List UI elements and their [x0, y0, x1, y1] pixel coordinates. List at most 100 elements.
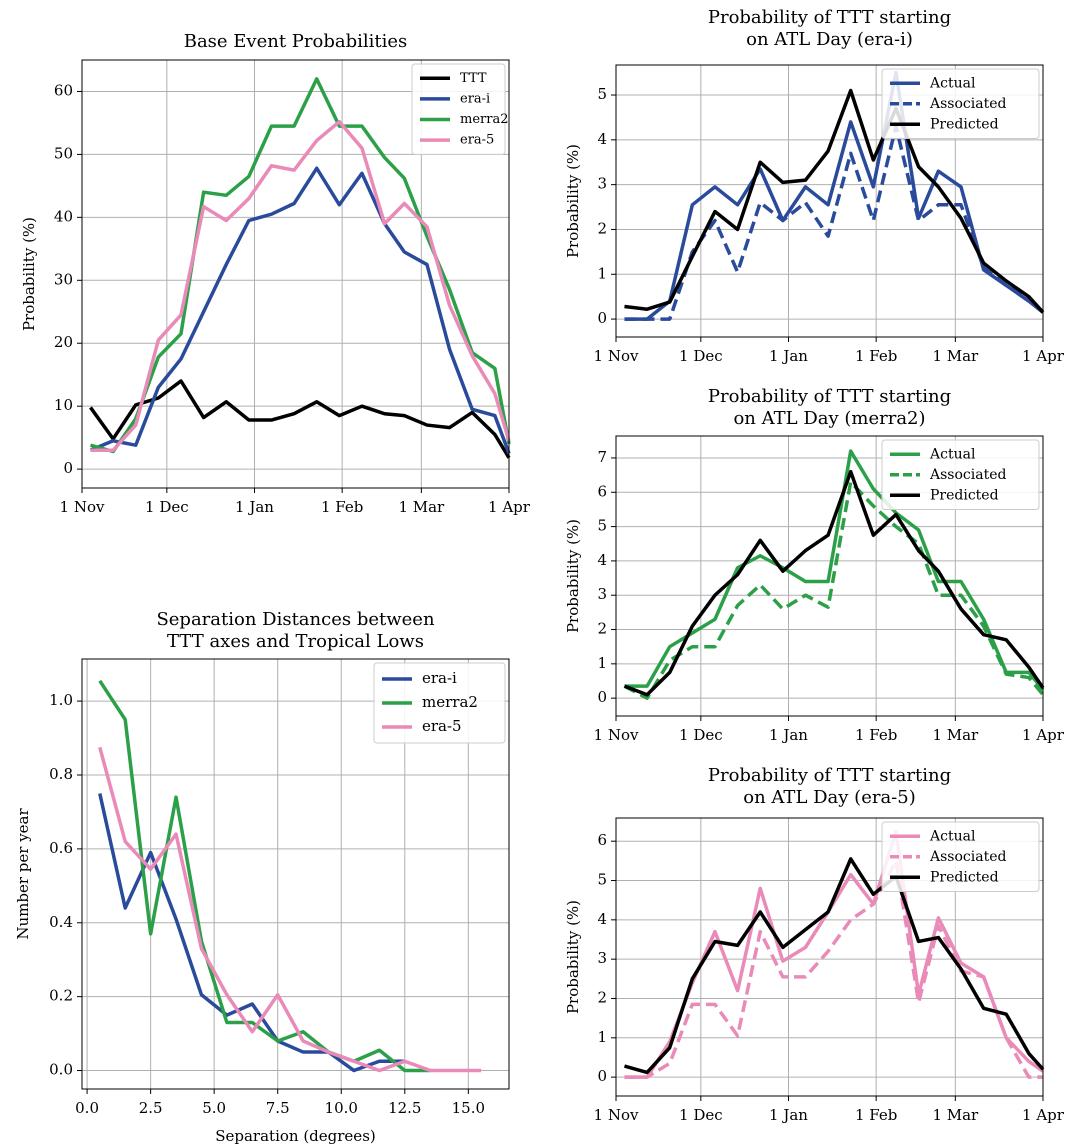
- y-tick-label: 30: [54, 270, 73, 288]
- x-tick-label: 1 Nov: [60, 498, 105, 516]
- x-tick-label: 1 Jan: [769, 726, 808, 744]
- axes-frame: [615, 435, 1044, 717]
- chart-title: Separation Distances between: [156, 609, 435, 630]
- series-line: [623, 469, 1045, 697]
- y-tick-label: 50: [54, 144, 73, 162]
- y-tick-label: 4: [597, 551, 607, 569]
- series-line: [624, 88, 1045, 314]
- x-tick-label: 1 Mar: [932, 1106, 979, 1124]
- x-tick-label: 1 Feb: [855, 347, 897, 365]
- legend: Actual Associated Predicted: [881, 68, 1040, 139]
- x-tick-label: 1 Nov: [594, 347, 639, 365]
- series-line: [98, 793, 405, 1073]
- series-line: [98, 679, 431, 1073]
- y-tick-label: 0: [63, 459, 73, 477]
- panel: 1 Nov 1 Dec 1 Jan 1 Feb 1 Mar 1 Apr 0 1 2 3 4 5 6 7 Pr…: [564, 386, 1065, 744]
- legend-label: era-5: [422, 717, 462, 735]
- x-tick-label: 1 Feb: [321, 498, 363, 516]
- legend-label: Predicted: [930, 869, 999, 885]
- series-line: [90, 119, 511, 452]
- y-tick-label: 2: [597, 988, 607, 1006]
- legend-label: Predicted: [930, 487, 999, 503]
- x-tick-label: 1 Feb: [855, 1106, 897, 1124]
- series-line: [624, 859, 1043, 1079]
- legend-label: merra2: [460, 112, 508, 127]
- chart-title: Probability of TTT starting: [708, 386, 951, 407]
- y-tick-label: 5: [597, 85, 607, 103]
- x-tick-label: 1 Nov: [594, 1106, 639, 1124]
- x-tick-label: 1 Apr: [1022, 347, 1065, 365]
- series-line: [624, 857, 1045, 1075]
- legend-box: [373, 662, 506, 744]
- x-tick-label: 1 Dec: [679, 1106, 723, 1124]
- y-tick-label: 0.4: [49, 913, 73, 931]
- series-line: [89, 166, 511, 454]
- y-tick-label: 20: [54, 333, 73, 351]
- y-tick-label: 10: [54, 396, 73, 414]
- y-tick-label: 0: [597, 309, 607, 327]
- y-tick-label: 1.0: [49, 691, 73, 709]
- legend-label: TTT: [460, 71, 487, 86]
- y-tick-label: 0.6: [49, 839, 73, 857]
- y-tick-label: 6: [597, 482, 607, 500]
- y-tick-label: 2: [597, 620, 607, 638]
- x-tick-label: 1 Apr: [488, 498, 531, 516]
- series-line: [98, 746, 482, 1073]
- y-tick-label: 7: [597, 448, 607, 466]
- legend-box: [881, 68, 1040, 139]
- chart-title: on ATL Day (merra2): [733, 408, 925, 429]
- x-tick-label: 1 Nov: [594, 726, 639, 744]
- y-tick-label: 3: [597, 175, 607, 193]
- x-tick-label: 5.0: [202, 1099, 226, 1117]
- x-tick-label: 1 Jan: [769, 1106, 808, 1124]
- axes-frame: [81, 59, 510, 489]
- legend: era-i merra2 era-5: [373, 662, 506, 744]
- series-line: [624, 449, 1045, 691]
- legend-label: Associated: [929, 467, 1006, 483]
- legend-label: merra2: [422, 693, 478, 711]
- y-tick-label: 0: [597, 1067, 607, 1085]
- x-tick-label: 1 Mar: [932, 347, 979, 365]
- x-tick-label: 2.5: [139, 1099, 163, 1117]
- series-line: [90, 77, 511, 454]
- chart-title: Base Event Probabilities: [184, 31, 408, 52]
- series-line: [89, 379, 511, 459]
- y-axis-label: Probability (%): [20, 217, 38, 331]
- y-tick-label: 60: [54, 81, 73, 99]
- x-tick-label: 7.5: [266, 1099, 290, 1117]
- legend-label: Predicted: [930, 116, 999, 132]
- chart-title: Probability of TTT starting: [708, 7, 951, 28]
- y-tick-label: 1: [597, 264, 607, 282]
- y-tick-label: 4: [597, 130, 607, 148]
- x-tick-label: 1 Dec: [679, 347, 723, 365]
- y-tick-label: 6: [597, 831, 607, 849]
- y-tick-label: 3: [597, 949, 607, 967]
- y-tick-label: 5: [597, 871, 607, 889]
- y-axis-label: Probability (%): [564, 900, 582, 1014]
- y-tick-label: 3: [597, 585, 607, 603]
- legend: TTT era-i merra2 era-5: [411, 63, 508, 155]
- y-tick-label: 1: [597, 654, 607, 672]
- y-tick-label: 0.0: [49, 1061, 73, 1079]
- x-tick-label: 0.0: [75, 1099, 99, 1117]
- legend-label: era-i: [460, 91, 490, 106]
- x-tick-label: 1 Apr: [1022, 1106, 1065, 1124]
- axes-frame: [615, 817, 1044, 1097]
- x-tick-label: 1 Mar: [932, 726, 979, 744]
- x-tick-label: 10.0: [325, 1099, 358, 1117]
- y-tick-label: 4: [597, 910, 607, 928]
- x-tick-label: 1 Mar: [398, 498, 445, 516]
- x-tick-label: 1 Apr: [1022, 726, 1065, 744]
- y-axis-label: Probability (%): [564, 144, 582, 258]
- y-tick-label: 0.8: [49, 765, 73, 783]
- x-tick-label: 1 Feb: [855, 726, 897, 744]
- axes-frame: [81, 658, 510, 1090]
- y-tick-label: 1: [597, 1028, 607, 1046]
- panel: 0.0 2.5 5.0 7.5 10.0 12.5 15.0 0.0 0.2 0.4 0.6 0.8 1…: [14, 609, 510, 1145]
- series-line: [623, 480, 1045, 700]
- legend-box: [411, 63, 506, 155]
- panel: 1 Nov 1 Dec 1 Jan 1 Feb 1 Mar 1 Apr 0 10 20 30 40 5…: [20, 31, 531, 516]
- x-tick-label: 12.5: [388, 1099, 421, 1117]
- legend-label: Actual: [929, 75, 976, 91]
